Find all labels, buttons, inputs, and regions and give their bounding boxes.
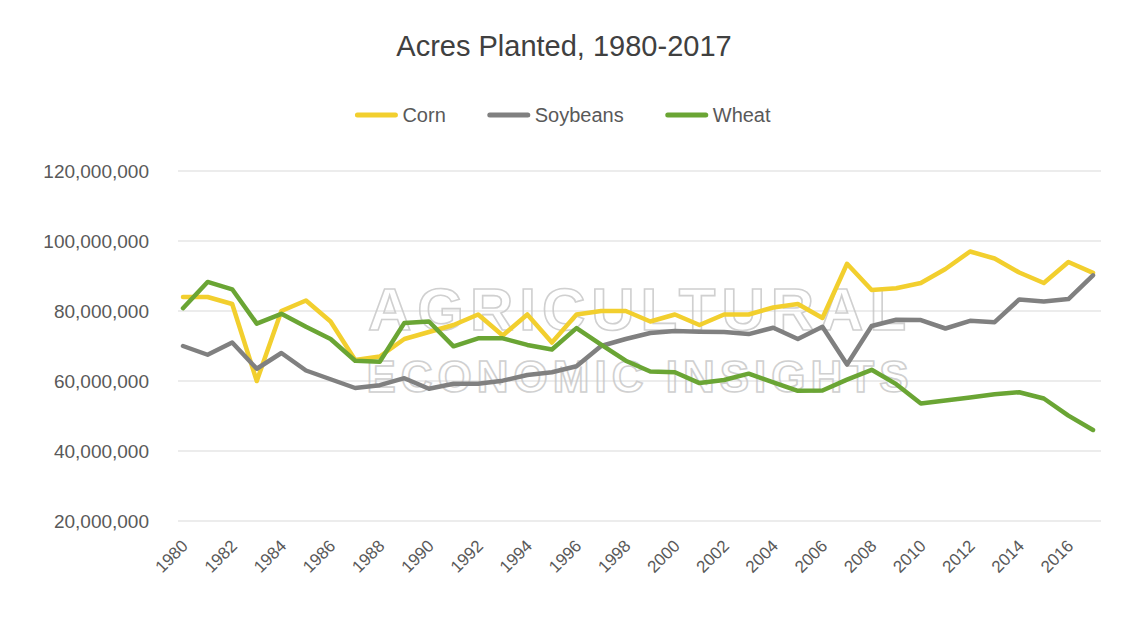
legend: Corn Soybeans Wheat	[357, 104, 771, 126]
series-lines	[183, 252, 1093, 431]
x-tick-label: 1982	[201, 536, 241, 576]
x-tick-label: 2014	[988, 536, 1028, 576]
y-tick-label: 40,000,000	[54, 441, 149, 462]
x-tick-label: 1980	[152, 536, 192, 576]
x-tick-label: 1992	[447, 536, 487, 576]
legend-label: Soybeans	[535, 104, 624, 126]
x-tick-label: 1994	[496, 536, 536, 576]
legend-swatch	[668, 113, 706, 118]
legend-label: Corn	[402, 104, 445, 126]
x-tick-label: 2010	[889, 536, 929, 576]
x-tick-label: 1990	[398, 536, 438, 576]
grid-line	[178, 170, 1101, 171]
watermark: ECONOMIC INSIGHTS	[366, 352, 913, 401]
y-tick-label: 20,000,000	[54, 511, 149, 532]
legend-label: Wheat	[713, 104, 771, 126]
x-tick-label: 2016	[1037, 536, 1077, 576]
chart: Acres Planted, 1980-2017 20,000,000 40,000…	[0, 0, 1128, 617]
x-tick-label: 1988	[348, 536, 388, 576]
grid-line	[178, 450, 1101, 451]
y-tick-label: 120,000,000	[43, 161, 149, 182]
title: Acres Planted, 1980-2017	[396, 30, 731, 62]
line-0	[183, 252, 1093, 382]
x-tick-label: 1984	[250, 536, 290, 576]
watermark: AGRICULTURAL	[368, 276, 912, 343]
line-2	[183, 282, 1093, 430]
y-tick-label: 60,000,000	[54, 371, 149, 392]
x-tick-label: 2006	[791, 536, 831, 576]
background	[0, 0, 1128, 617]
x-tick-label: 2012	[939, 536, 979, 576]
x-tick-label: 1996	[545, 536, 585, 576]
grid-line	[178, 240, 1101, 241]
y-tick-label: 100,000,000	[43, 231, 149, 252]
x-tick-label: 1998	[594, 536, 634, 576]
x-tick-label: 2000	[644, 536, 684, 576]
x-tick-label: 2002	[693, 536, 733, 576]
x-tick-label: 2004	[742, 536, 782, 576]
grid	[178, 171, 1101, 521]
grid-line	[178, 520, 1101, 521]
legend-swatch	[490, 113, 528, 118]
legend-swatch	[357, 113, 395, 118]
y-tick-label: 80,000,000	[54, 301, 149, 322]
x-tick-label: 1986	[299, 536, 339, 576]
x-tick-label: 2008	[840, 536, 880, 576]
